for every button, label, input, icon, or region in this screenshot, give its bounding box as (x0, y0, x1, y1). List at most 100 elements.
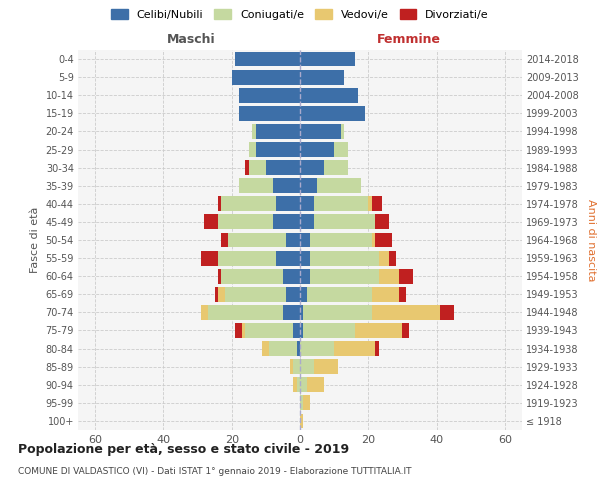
Bar (293, 359, 300, 374)
Bar (310, 269, 379, 283)
Bar (283, 269, 300, 283)
Bar (372, 196, 382, 211)
Bar (208, 305, 283, 320)
Bar (218, 214, 272, 230)
Bar (300, 396, 304, 410)
Bar (245, 160, 249, 175)
Bar (300, 341, 334, 356)
Bar (300, 359, 314, 374)
Bar (372, 287, 399, 302)
Bar (201, 250, 218, 266)
Bar (218, 250, 276, 266)
Bar (314, 196, 368, 211)
Text: Popolazione per età, sesso e stato civile - 2019: Popolazione per età, sesso e stato civil… (18, 442, 349, 456)
Legend: Celibi/Nubili, Coniugati/e, Vedovi/e, Divorziati/e: Celibi/Nubili, Coniugati/e, Vedovi/e, Di… (108, 6, 492, 23)
Bar (205, 214, 218, 230)
Bar (368, 196, 372, 211)
Bar (293, 378, 296, 392)
Bar (314, 214, 375, 230)
Bar (403, 323, 409, 338)
Bar (256, 142, 300, 157)
Bar (310, 250, 379, 266)
Bar (389, 250, 395, 266)
Bar (276, 196, 300, 211)
Bar (283, 305, 300, 320)
Bar (314, 359, 338, 374)
Bar (252, 124, 256, 139)
Bar (375, 214, 389, 230)
Bar (379, 250, 389, 266)
Bar (276, 250, 300, 266)
Bar (239, 106, 300, 121)
Text: COMUNE DI VALDASTICO (VI) - Dati ISTAT 1° gennaio 2019 - Elaborazione TUTTITALIA: COMUNE DI VALDASTICO (VI) - Dati ISTAT 1… (18, 468, 412, 476)
Bar (300, 142, 334, 157)
Bar (334, 142, 348, 157)
Bar (221, 196, 276, 211)
Y-axis label: Fasce di età: Fasce di età (30, 207, 40, 273)
Bar (300, 323, 304, 338)
Bar (269, 341, 296, 356)
Bar (304, 305, 372, 320)
Bar (324, 160, 348, 175)
Bar (300, 250, 310, 266)
Bar (379, 269, 399, 283)
Bar (304, 323, 355, 338)
Bar (256, 124, 300, 139)
Bar (249, 142, 256, 157)
Bar (399, 287, 406, 302)
Bar (300, 269, 310, 283)
Bar (310, 232, 372, 248)
Bar (218, 196, 221, 211)
Bar (293, 323, 300, 338)
Bar (296, 378, 300, 392)
Bar (262, 341, 269, 356)
Bar (239, 178, 272, 193)
Text: Femmine: Femmine (377, 34, 441, 46)
Bar (221, 232, 228, 248)
Bar (242, 323, 245, 338)
Bar (300, 196, 314, 211)
Bar (272, 178, 300, 193)
Bar (225, 287, 286, 302)
Bar (341, 124, 344, 139)
Bar (300, 52, 355, 66)
Bar (375, 232, 392, 248)
Bar (307, 287, 372, 302)
Bar (300, 214, 314, 230)
Bar (266, 160, 300, 175)
Bar (317, 178, 361, 193)
Bar (245, 323, 293, 338)
Bar (372, 305, 440, 320)
Bar (300, 70, 344, 84)
Bar (355, 323, 403, 338)
Bar (218, 287, 225, 302)
Bar (300, 178, 317, 193)
Bar (304, 396, 310, 410)
Bar (300, 378, 307, 392)
Bar (372, 232, 375, 248)
Bar (215, 287, 218, 302)
Bar (232, 70, 300, 84)
Bar (375, 341, 379, 356)
Bar (300, 305, 304, 320)
Bar (249, 160, 266, 175)
Bar (300, 124, 341, 139)
Bar (201, 305, 208, 320)
Bar (272, 214, 300, 230)
Bar (300, 232, 310, 248)
Bar (286, 232, 300, 248)
Bar (307, 378, 324, 392)
Bar (228, 232, 286, 248)
Bar (399, 269, 413, 283)
Bar (440, 305, 454, 320)
Bar (300, 88, 358, 102)
Bar (239, 88, 300, 102)
Bar (300, 414, 304, 428)
Bar (300, 287, 307, 302)
Bar (334, 341, 375, 356)
Bar (235, 323, 242, 338)
Bar (300, 106, 365, 121)
Bar (286, 287, 300, 302)
Bar (218, 269, 221, 283)
Bar (290, 359, 293, 374)
